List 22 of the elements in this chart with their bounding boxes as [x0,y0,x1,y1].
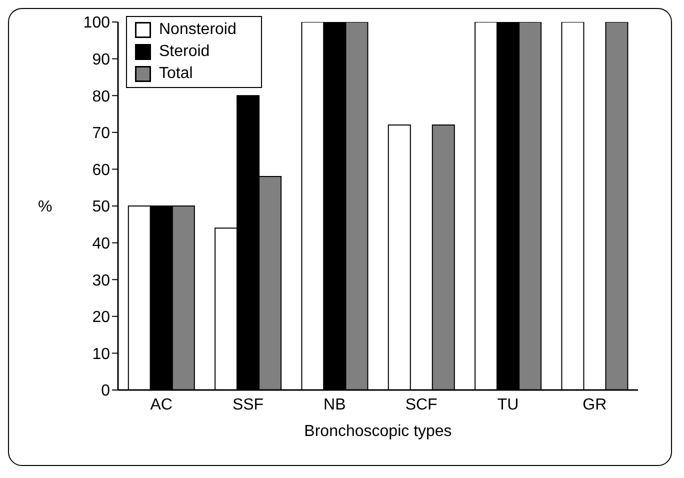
y-tick-label: 100 [83,14,110,32]
x-tick-label: NB [324,396,346,414]
y-tick-label: 20 [92,309,110,326]
y-tick-label: 80 [92,88,110,106]
x-tick-label: SCF [405,396,438,414]
x-tick-label: TU [497,396,519,414]
y-tick-label: 90 [92,51,110,68]
legend-label: Steroid [159,43,210,61]
legend-label: Nonsteroid [159,21,236,39]
y-tick-label: 40 [92,235,110,252]
y-tick-label: 70 [92,125,110,142]
y-tick-label: 60 [92,162,110,179]
legend-label: Total [159,65,193,83]
x-tick-label: SSF [232,396,264,414]
y-tick-label: 0 [101,382,110,400]
y-axis-title: % [38,198,52,216]
x-axis-title: Bronchoscopic types [304,423,452,440]
x-tick-label: GR [582,396,607,414]
y-tick-label: 50 [92,198,110,216]
x-tick-label: AC [150,396,172,414]
y-tick-label: 30 [92,272,110,290]
y-tick-label: 10 [92,346,110,363]
